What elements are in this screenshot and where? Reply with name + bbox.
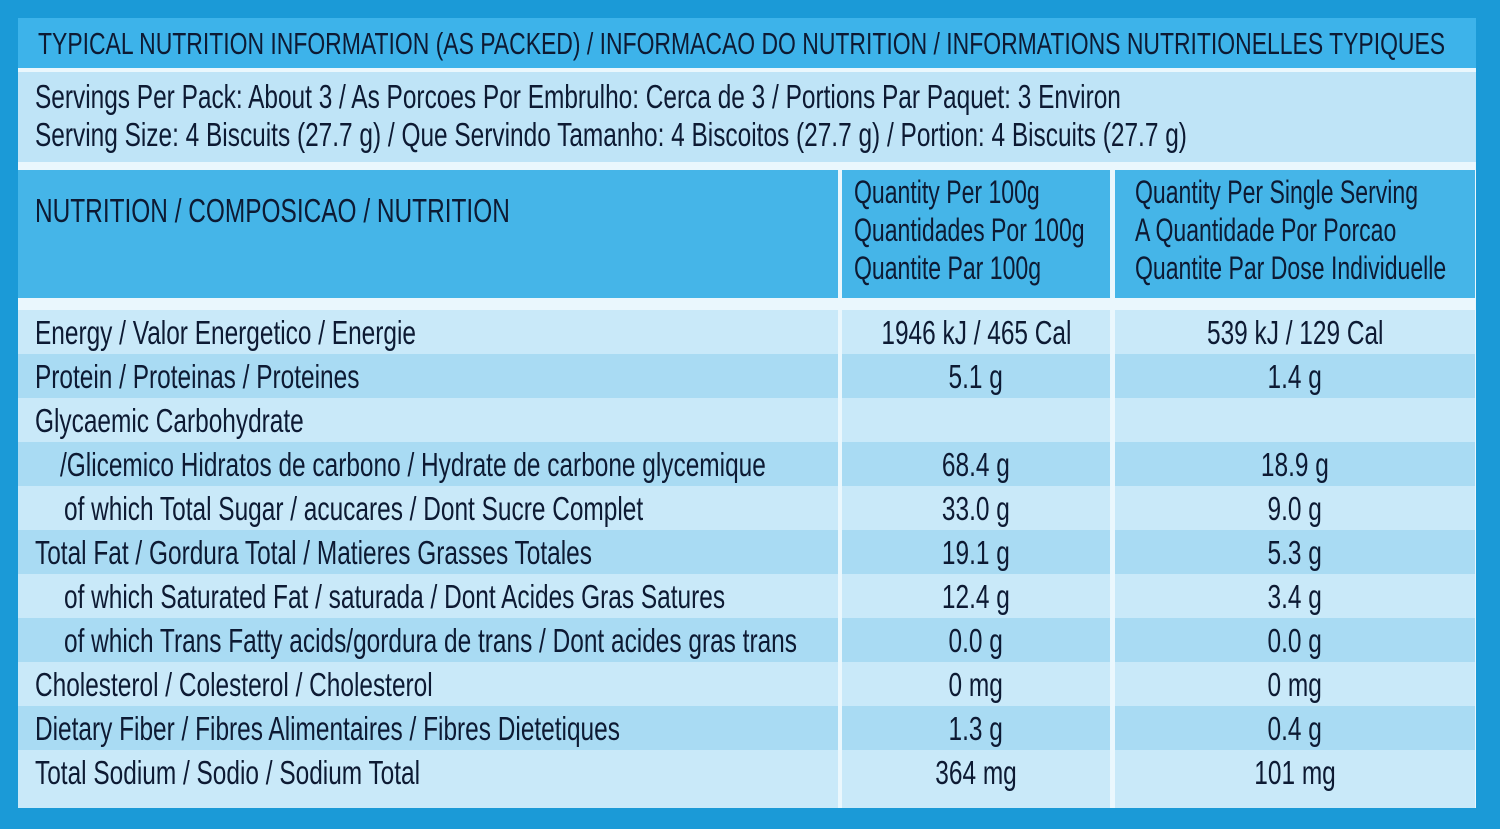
value-cell xyxy=(1115,398,1475,442)
servings-box: Servings Per Pack: About 3 / As Porcoes … xyxy=(18,72,1476,162)
value: 539 kJ / 129 Cal xyxy=(1206,314,1384,351)
value: 0 mg xyxy=(1267,666,1323,703)
value: 0.0 g xyxy=(948,622,1004,659)
header-per100: Quantity Per 100g Quantidades Por 100g Qua… xyxy=(842,170,1110,298)
value: 33.0 g xyxy=(942,490,1010,527)
value-cell: 1.3 g xyxy=(842,706,1110,750)
row-label: Glycaemic Carbohydrate xyxy=(35,402,304,439)
row-label: Cholesterol / Colesterol / Cholesterol xyxy=(35,666,433,703)
value-cell: 3.4 g xyxy=(1115,574,1475,618)
row-label: Dietary Fiber / Fibres Alimentaires / Fi… xyxy=(35,710,620,747)
value: 364 mg xyxy=(935,754,1017,791)
value: 0 mg xyxy=(948,666,1004,703)
servings-per-pack: Servings Per Pack: About 3 / As Porcoes … xyxy=(35,78,1121,115)
value: 5.1 g xyxy=(948,358,1004,395)
value-cell: 9.0 g xyxy=(1115,486,1475,530)
value-cell: 0.0 g xyxy=(1115,618,1475,662)
row-label: of which Saturated Fat / saturada / Dont… xyxy=(64,578,726,615)
header-line: Quantity Per Single Serving xyxy=(1135,174,1419,210)
title: TYPICAL NUTRITION INFORMATION (AS PACKED… xyxy=(38,26,1446,61)
value-cell: 364 mg xyxy=(842,750,1110,808)
value-cell: 18.9 g xyxy=(1115,442,1475,486)
header-line: A Quantidade Por Porcao xyxy=(1135,212,1397,248)
row-label: of which Trans Fatty acids/gordura de tr… xyxy=(64,622,797,659)
value: 9.0 g xyxy=(1267,490,1323,527)
row-label-cell: of which Trans Fatty acids/gordura de tr… xyxy=(18,618,838,662)
serving-size: Serving Size: 4 Biscuits (27.7 g) / Que … xyxy=(35,116,1187,153)
value: 5.3 g xyxy=(1267,534,1323,571)
value-cell: 19.1 g xyxy=(842,530,1110,574)
row-label: /Glicemico Hidratos de carbono / Hydrate… xyxy=(60,446,766,483)
value: 1946 kJ / 465 Cal xyxy=(880,314,1072,351)
row-label-cell: of which Saturated Fat / saturada / Dont… xyxy=(18,574,838,618)
value: 0.4 g xyxy=(1267,710,1323,747)
value: 12.4 g xyxy=(942,578,1010,615)
value: 0.0 g xyxy=(1267,622,1323,659)
row-label: Total Sodium / Sodio / Sodium Total xyxy=(35,754,421,791)
value-cell: 12.4 g xyxy=(842,574,1110,618)
row-label: Protein / Proteinas / Proteines xyxy=(35,358,360,395)
value: 18.9 g xyxy=(1261,446,1329,483)
value-cell: 0.4 g xyxy=(1115,706,1475,750)
value-cell: 68.4 g xyxy=(842,442,1110,486)
value-cell: 1946 kJ / 465 Cal xyxy=(842,310,1110,354)
header-line: Quantidades Por 100g xyxy=(854,212,1085,248)
value: 1.4 g xyxy=(1267,358,1323,395)
row-label-cell: Protein / Proteinas / Proteines xyxy=(18,354,838,398)
value-cell: 5.1 g xyxy=(842,354,1110,398)
value: 3.4 g xyxy=(1267,578,1323,615)
value-cell: 1.4 g xyxy=(1115,354,1475,398)
header-text: NUTRITION / COMPOSICAO / NUTRITION xyxy=(35,192,510,229)
value-cell: 0.0 g xyxy=(842,618,1110,662)
row-label: of which Total Sugar / acucares / Dont S… xyxy=(64,490,644,527)
value-cell: 539 kJ / 129 Cal xyxy=(1115,310,1475,354)
row-label: Energy / Valor Energetico / Energie xyxy=(35,314,416,351)
row-label-cell: Cholesterol / Colesterol / Cholesterol xyxy=(18,662,838,706)
header-line: Quantity Per 100g xyxy=(854,174,1040,210)
row-label-cell: Glycaemic Carbohydrate xyxy=(18,398,838,442)
value-cell xyxy=(842,398,1110,442)
value-cell: 33.0 g xyxy=(842,486,1110,530)
value-cell: 0 mg xyxy=(1115,662,1475,706)
title-bar: TYPICAL NUTRITION INFORMATION (AS PACKED… xyxy=(18,18,1476,68)
value-cell: 0 mg xyxy=(842,662,1110,706)
value: 101 mg xyxy=(1254,754,1336,791)
row-label-cell: Total Fat / Gordura Total / Matieres Gra… xyxy=(18,530,838,574)
header-per-serving: Quantity Per Single Serving A Quantidade … xyxy=(1115,170,1475,298)
value: 19.1 g xyxy=(942,534,1010,571)
row-label-cell: Dietary Fiber / Fibres Alimentaires / Fi… xyxy=(18,706,838,750)
value-cell: 5.3 g xyxy=(1115,530,1475,574)
value: 1.3 g xyxy=(948,710,1004,747)
row-label-cell: /Glicemico Hidratos de carbono / Hydrate… xyxy=(18,442,838,486)
row-label-cell: of which Total Sugar / acucares / Dont S… xyxy=(18,486,838,530)
header-line: Quantite Par 100g xyxy=(854,250,1042,286)
header-nutrition: NUTRITION / COMPOSICAO / NUTRITION xyxy=(18,170,838,298)
value-cell: 101 mg xyxy=(1115,750,1475,808)
row-label-cell: Total Sodium / Sodio / Sodium Total xyxy=(18,750,838,808)
header-line: Quantite Par Dose Individuelle xyxy=(1135,250,1447,286)
row-label-cell: Energy / Valor Energetico / Energie xyxy=(18,310,838,354)
row-label: Total Fat / Gordura Total / Matieres Gra… xyxy=(35,534,592,571)
value: 68.4 g xyxy=(942,446,1010,483)
